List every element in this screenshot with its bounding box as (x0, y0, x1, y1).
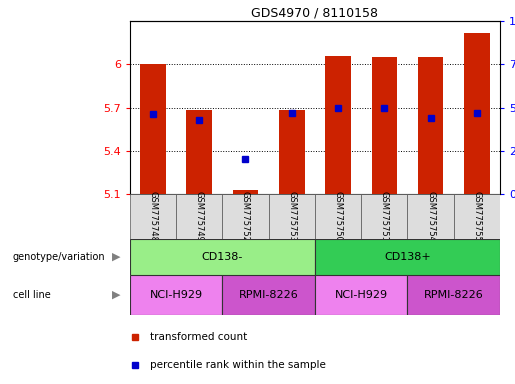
Text: transformed count: transformed count (150, 332, 247, 342)
Bar (222, 275, 315, 315)
Bar (222, 194, 269, 239)
Bar (407, 194, 454, 239)
Text: GSM775750: GSM775750 (334, 191, 342, 242)
Text: GSM775752: GSM775752 (241, 191, 250, 242)
Bar (140, 64, 166, 194)
Text: GSM775753: GSM775753 (287, 191, 296, 242)
Text: GSM775754: GSM775754 (426, 191, 435, 242)
Bar (130, 275, 222, 315)
Bar (315, 239, 500, 275)
Bar (315, 194, 361, 239)
Bar (130, 194, 176, 239)
Text: RPMI-8226: RPMI-8226 (239, 290, 299, 300)
Bar (407, 275, 500, 315)
Text: GSM775751: GSM775751 (380, 191, 389, 242)
Text: percentile rank within the sample: percentile rank within the sample (150, 360, 326, 370)
Text: cell line: cell line (13, 290, 50, 300)
Text: GSM775748: GSM775748 (148, 191, 158, 242)
Bar (186, 111, 212, 194)
Text: ▶: ▶ (112, 252, 120, 262)
Bar (325, 56, 351, 194)
Text: GSM775755: GSM775755 (472, 191, 482, 242)
Bar (130, 239, 315, 275)
Bar (176, 194, 222, 239)
Text: RPMI-8226: RPMI-8226 (424, 290, 484, 300)
Text: CD138-: CD138- (202, 252, 243, 262)
Text: ▶: ▶ (112, 290, 120, 300)
Text: genotype/variation: genotype/variation (13, 252, 106, 262)
Title: GDS4970 / 8110158: GDS4970 / 8110158 (251, 7, 379, 20)
Bar (361, 194, 407, 239)
Text: NCI-H929: NCI-H929 (335, 290, 388, 300)
Text: NCI-H929: NCI-H929 (149, 290, 202, 300)
Bar (372, 57, 397, 194)
Bar (269, 194, 315, 239)
Bar (279, 111, 304, 194)
Bar (233, 190, 258, 194)
Text: GSM775749: GSM775749 (195, 191, 204, 242)
Bar (315, 275, 407, 315)
Bar (454, 194, 500, 239)
Bar (464, 33, 490, 194)
Text: CD138+: CD138+ (384, 252, 431, 262)
Bar (418, 57, 443, 194)
